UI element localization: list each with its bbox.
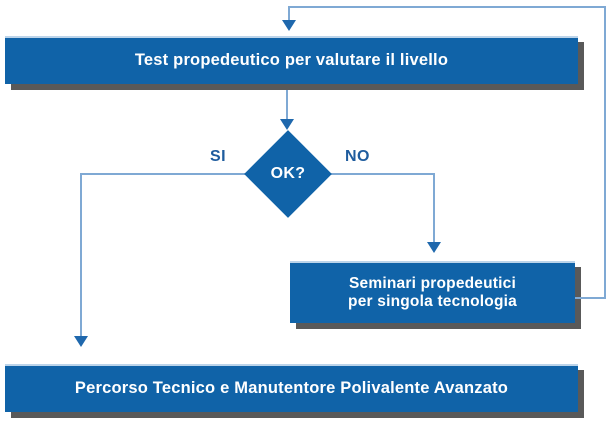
feedback-edge-top-horizontal [288,6,606,8]
edge-no-vertical [433,173,435,245]
node-test-propedeutico[interactable]: Test propedeutico per valutare il livell… [5,36,578,84]
seminari-box-label-line2: per singola tecnologia [348,293,517,310]
edge-si-horizontal [80,173,246,175]
node-seminari-propedeutici[interactable]: Seminari propedeutici per singola tecnol… [290,261,575,323]
node-percorso-avanzato[interactable]: Percorso Tecnico e Manutentore Polivalen… [5,364,578,412]
node-ok-decision[interactable]: OK? [244,130,332,218]
decision-label: OK? [270,165,306,182]
test-box-label: Test propedeutico per valutare il livell… [134,51,449,70]
seminari-box-label-line1: Seminari propedeutici [349,274,516,292]
edge-test-to-decision [286,90,288,122]
branch-label-si: SI [210,148,226,165]
feedback-edge-into-test-vertical [288,6,290,22]
edge-si-arrowhead [74,336,88,347]
feedback-edge-right-vertical [604,6,606,299]
edge-no-horizontal [328,173,435,175]
branch-label-no: NO [345,148,370,165]
edge-no-arrowhead [427,242,441,253]
edge-test-to-decision-arrowhead [280,119,294,130]
feedback-edge-arrowhead [282,20,296,31]
edge-si-vertical [80,173,82,339]
percorso-box-label: Percorso Tecnico e Manutentore Polivalen… [74,379,509,398]
